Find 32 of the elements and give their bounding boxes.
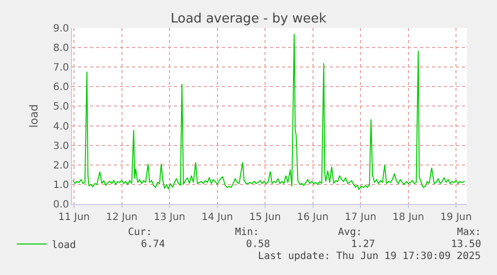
- x-tick-label: 12 Jun: [106, 212, 138, 223]
- x-tick-label: 13 Jun: [154, 212, 186, 223]
- y-tick-label: 3.0: [53, 140, 69, 152]
- x-tick-label: 17 Jun: [344, 212, 376, 223]
- x-tick-label: 16 Jun: [297, 212, 329, 223]
- text: 6.74: [141, 239, 166, 250]
- y-tick-label: 2.0: [53, 160, 69, 172]
- y-tick-label: 8.0: [53, 43, 69, 54]
- text: Last update: Thu Jun 19 17:30:09 2025: [258, 251, 481, 262]
- text: 13.50: [451, 239, 482, 250]
- chart-title: Load average - by week: [170, 12, 327, 27]
- text: Min:: [235, 227, 260, 238]
- x-tick-label: 18 Jun: [392, 212, 424, 223]
- y-tick-label: 1.0: [53, 180, 69, 191]
- y-axis-title: load: [28, 104, 41, 128]
- x-tick-label: 14 Jun: [201, 212, 234, 223]
- x-tick-label: 15 Jun: [249, 212, 281, 223]
- text: 0.58: [246, 239, 270, 250]
- text: 1.27: [351, 239, 376, 250]
- legend-label: load: [52, 240, 76, 251]
- line-series: [72, 33, 466, 190]
- x-tick-label: 11 Jun: [58, 212, 90, 223]
- y-tick-label: 6.0: [53, 82, 69, 94]
- text: Max:: [457, 227, 482, 238]
- text: Avg:: [338, 227, 362, 238]
- y-tick-label: 9.0: [53, 24, 69, 34]
- y-tick-label: 5.0: [53, 102, 69, 113]
- y-tick-label: 4.0: [53, 121, 69, 132]
- y-tick-label: 7.0: [53, 62, 69, 74]
- y-tick-label: 0.0: [53, 200, 69, 210]
- text: Cur:: [128, 227, 152, 238]
- x-tick-label: 19 Jun: [440, 212, 472, 223]
